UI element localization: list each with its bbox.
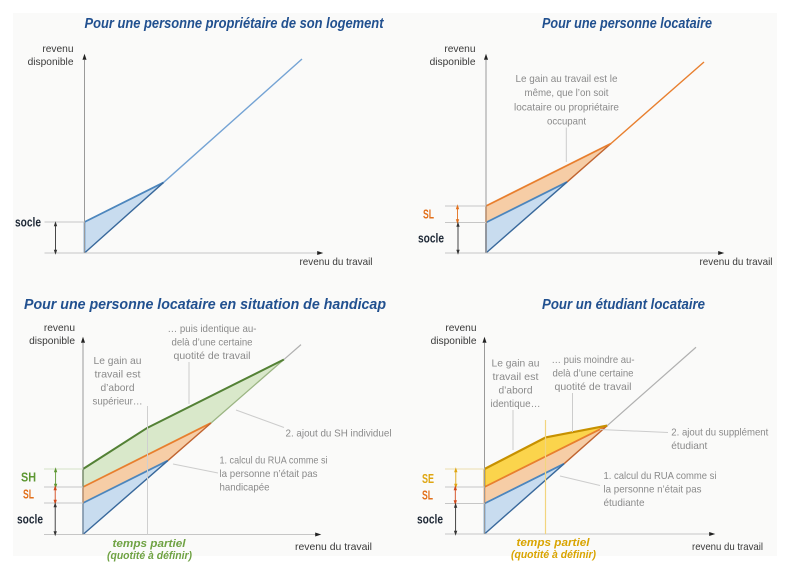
svg-text:locataire ou propriétaire: locataire ou propriétaire xyxy=(514,102,619,113)
svg-text:1. calcul du RUA comme si: 1. calcul du RUA comme si xyxy=(220,456,328,467)
svg-text:socle: socle xyxy=(418,232,444,246)
svg-text:la personne n’était pas: la personne n’était pas xyxy=(220,469,318,480)
svg-text:disponible: disponible xyxy=(29,336,75,347)
svg-text:disponible: disponible xyxy=(430,57,476,68)
svg-text:1. calcul du RUA comme si: 1. calcul du RUA comme si xyxy=(604,471,717,482)
svg-text:Pour une personne locataire: Pour une personne locataire xyxy=(542,16,712,32)
svg-text:Pour un étudiant locataire: Pour un étudiant locataire xyxy=(542,297,705,313)
svg-text:revenu du travail: revenu du travail xyxy=(300,257,373,268)
svg-text:revenu du travail: revenu du travail xyxy=(295,542,372,553)
svg-text:… puis identique au-: … puis identique au- xyxy=(168,324,257,335)
svg-text:quotité de travail: quotité de travail xyxy=(174,351,251,362)
svg-text:occupant: occupant xyxy=(547,117,586,128)
svg-text:delà d’une certaine: delà d’une certaine xyxy=(553,369,634,380)
svg-text:socle: socle xyxy=(417,513,443,527)
svg-text:delà d’une certaine: delà d’une certaine xyxy=(172,338,253,349)
svg-text:d’abord: d’abord xyxy=(499,386,533,397)
svg-text:disponible: disponible xyxy=(28,57,74,68)
svg-text:SE: SE xyxy=(422,472,434,486)
svg-text:(quotité à définir): (quotité à définir) xyxy=(107,550,192,562)
svg-text:2. ajout du supplément: 2. ajout du supplément xyxy=(671,428,768,439)
svg-text:identique…: identique… xyxy=(491,399,541,410)
svg-text:étudiant: étudiant xyxy=(671,441,707,452)
svg-text:revenu: revenu xyxy=(444,44,475,55)
svg-text:supérieur…: supérieur… xyxy=(93,397,143,408)
svg-text:SL: SL xyxy=(422,489,433,503)
svg-text:disponible: disponible xyxy=(431,336,477,347)
svg-text:handicapée: handicapée xyxy=(220,483,270,494)
svg-text:temps partiel: temps partiel xyxy=(113,538,187,550)
svg-text:SL: SL xyxy=(423,208,434,222)
svg-text:d’abord: d’abord xyxy=(101,383,135,394)
svg-text:socle: socle xyxy=(15,216,41,230)
svg-text:Pour une personne propriétaire: Pour une personne propriétaire de son lo… xyxy=(85,16,385,32)
svg-text:(quotité à définir): (quotité à définir) xyxy=(511,549,596,561)
svg-text:travail est: travail est xyxy=(95,370,141,381)
svg-text:étudiante: étudiante xyxy=(604,498,645,509)
svg-text:travail est: travail est xyxy=(493,372,539,383)
svg-text:SH: SH xyxy=(21,471,36,485)
svg-text:la personne n’était pas: la personne n’était pas xyxy=(604,485,702,496)
svg-text:même, que l’on soit: même, que l’on soit xyxy=(525,88,609,99)
svg-text:quotité de travail: quotité de travail xyxy=(555,382,632,393)
svg-text:Le gain au: Le gain au xyxy=(94,356,142,367)
svg-text:revenu: revenu xyxy=(445,323,476,334)
svg-text:Pour une personne locataire en: Pour une personne locataire en situation… xyxy=(24,297,386,313)
svg-text:revenu: revenu xyxy=(44,323,75,334)
svg-text:SL: SL xyxy=(23,488,34,502)
svg-text:revenu du travail: revenu du travail xyxy=(692,542,763,553)
svg-text:socle: socle xyxy=(17,513,43,527)
svg-text:Le gain au: Le gain au xyxy=(492,359,540,370)
svg-text:revenu du travail: revenu du travail xyxy=(700,257,773,268)
svg-text:… puis moindre au-: … puis moindre au- xyxy=(552,355,635,366)
svg-text:Le gain au travail est le: Le gain au travail est le xyxy=(516,74,618,85)
svg-text:revenu: revenu xyxy=(42,44,73,55)
svg-text:2. ajout du SH individuel: 2. ajout du SH individuel xyxy=(286,429,392,440)
svg-text:temps partiel: temps partiel xyxy=(517,537,591,549)
